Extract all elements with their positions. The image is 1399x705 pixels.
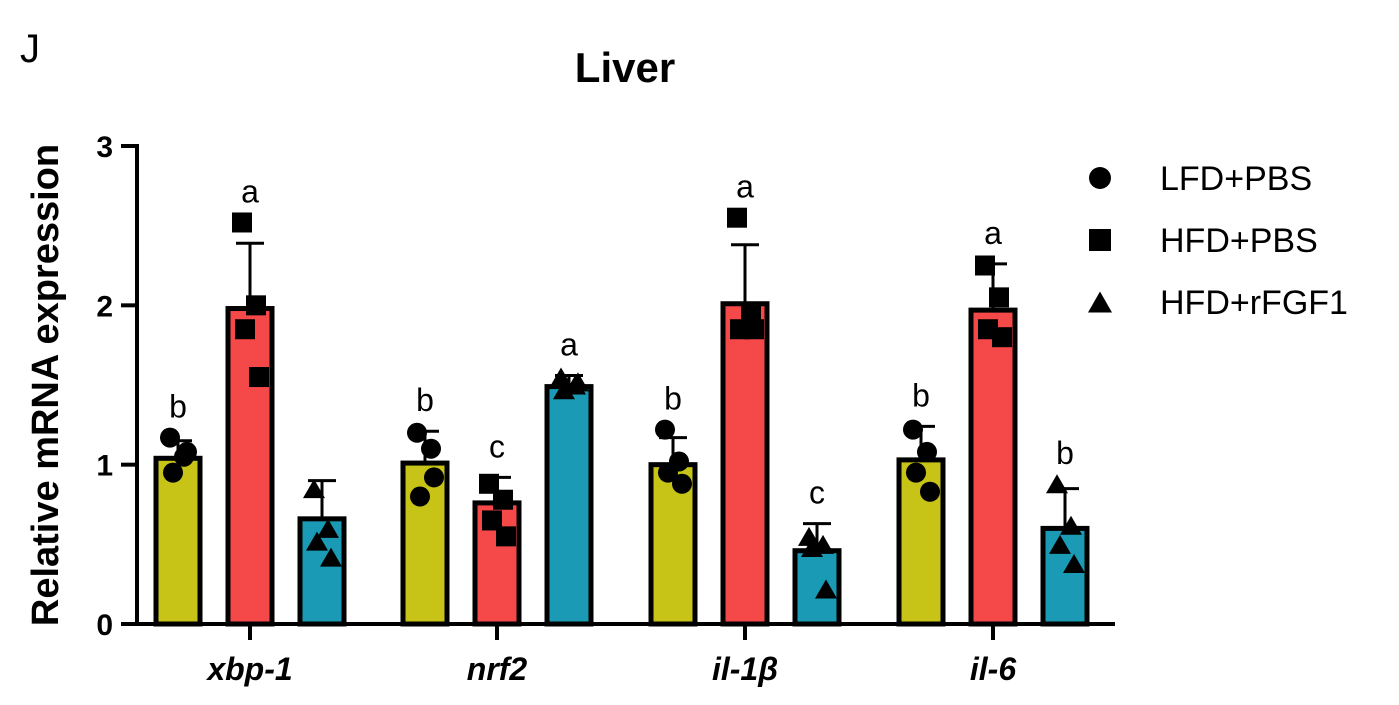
data-point [177,441,197,462]
x-tick-label: nrf2 [467,651,528,687]
y-tick-label: 0 [96,609,113,642]
data-point [482,510,502,531]
data-point [493,489,513,510]
y-tick-label: 2 [96,290,113,323]
x-tick-label: il-1β [712,651,778,687]
significance-letter: b [1056,435,1074,471]
significance-letter: a [736,169,754,205]
y-axis-label: Relative mRNA expression [25,144,67,626]
x-tick-label: xbp-1 [205,651,292,687]
data-point [246,295,266,316]
data-point [1060,515,1082,535]
data-point [672,473,692,494]
data-point [1063,553,1085,573]
bar [1040,525,1090,627]
legend-marker [1089,229,1111,251]
data-point [550,367,572,387]
data-point [1049,534,1071,554]
data-point [163,462,183,483]
data-point [920,481,940,502]
significance-letter: c [809,475,825,511]
data-point [160,427,180,448]
data-point [975,255,995,276]
significance-letter: c [489,428,505,464]
data-point [989,287,1009,308]
panel-letter: J [20,27,40,71]
data-point [727,207,747,228]
data-point [553,380,575,400]
data-point [407,422,427,443]
data-point [801,538,823,558]
bar [720,301,770,627]
legend-label: LFD+PBS [1160,160,1312,198]
data-point [232,212,252,233]
data-point [798,526,820,546]
data-point [658,462,678,483]
data-point [303,479,325,499]
data-point [741,303,761,324]
data-point [306,531,328,551]
data-point [496,526,516,547]
bar [544,384,594,627]
y-tick-label: 3 [96,131,113,164]
data-point [317,518,339,538]
significance-letter: a [560,326,578,362]
x-tick-label: il-6 [970,651,1016,687]
significance-letter: a [241,173,259,209]
y-tick-label: 1 [96,450,113,483]
significance-letter: b [664,381,682,417]
data-point [479,473,499,494]
data-point [320,547,342,567]
data-point [410,486,430,507]
legend: LFD+PBS HFD+PBS HFD+rFGF1 [1088,160,1348,322]
data-point [249,367,269,388]
legend-marker [1088,291,1112,313]
bar [968,307,1018,627]
data-point [235,319,255,340]
significance-letter: b [416,382,434,418]
data-point [424,467,444,488]
data-point [903,419,923,440]
bar [225,306,275,627]
legend-label: HFD+rFGF1 [1160,284,1348,322]
legend-label: HFD+PBS [1160,222,1318,260]
data-point [815,579,837,599]
data-point [655,419,675,440]
data-point [917,441,937,462]
plot-area: 0 1 2 3 xbp-1 nrf2 il-1β il-6 b b b b a c a a a c b [96,131,1115,687]
data-point [421,438,441,459]
significance-letter: a [984,215,1002,251]
data-point [567,372,589,392]
data-point [906,462,926,483]
data-point [744,319,764,340]
bar [153,455,203,627]
data-point [1046,474,1068,494]
data-point [992,327,1012,348]
chart-title: Liver [575,44,675,91]
bar [400,460,450,627]
bar [792,548,842,627]
legend-marker [1089,167,1111,189]
significance-letter: b [912,377,930,413]
significance-letter: b [169,389,187,425]
